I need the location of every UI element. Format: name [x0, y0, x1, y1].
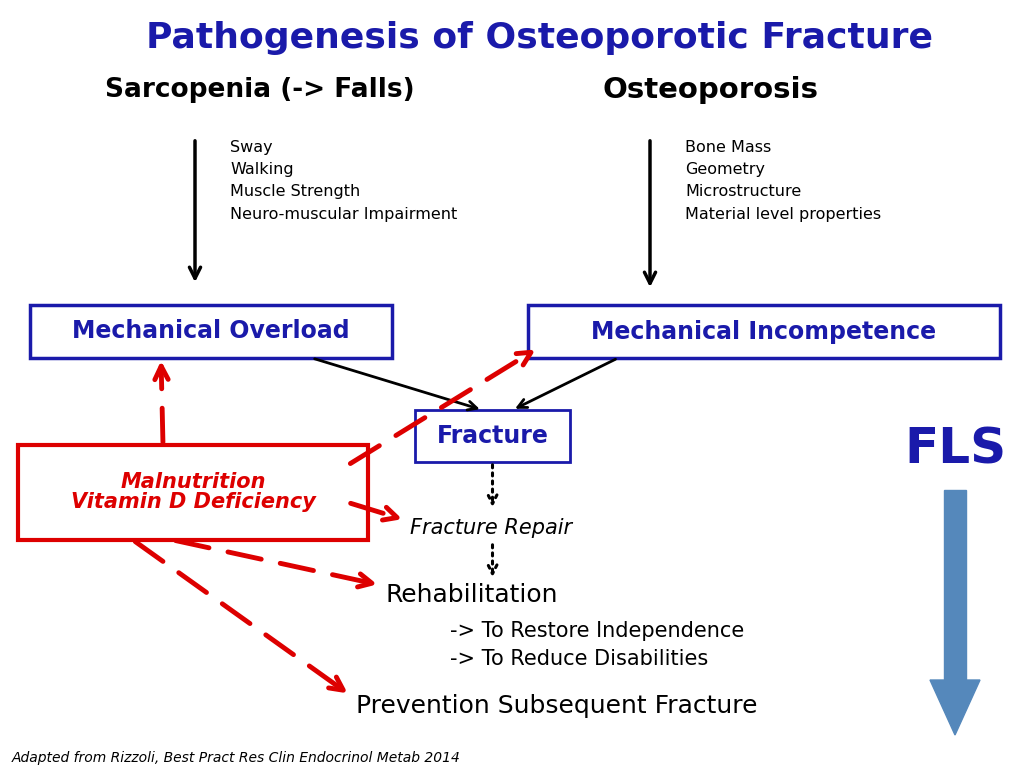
Text: -> To Restore Independence: -> To Restore Independence	[450, 621, 744, 641]
Polygon shape	[930, 680, 980, 735]
Text: Pathogenesis of Osteoporotic Fracture: Pathogenesis of Osteoporotic Fracture	[146, 21, 934, 55]
Bar	[944, 490, 966, 680]
Text: Rehabilitation: Rehabilitation	[385, 583, 557, 607]
Text: Fracture: Fracture	[436, 424, 549, 448]
Text: Bone Mass
Geometry
Microstructure
Material level properties: Bone Mass Geometry Microstructure Materi…	[685, 140, 881, 222]
Text: FLS: FLS	[904, 426, 1006, 474]
Text: Osteoporosis: Osteoporosis	[602, 76, 818, 104]
Text: Adapted from Rizzoli, Best Pract Res Clin Endocrinol Metab 2014: Adapted from Rizzoli, Best Pract Res Cli…	[12, 751, 461, 765]
Text: Prevention Subsequent Fracture: Prevention Subsequent Fracture	[356, 694, 758, 718]
Text: Mechanical Incompetence: Mechanical Incompetence	[592, 319, 937, 343]
Text: Mechanical Overload: Mechanical Overload	[72, 319, 350, 343]
Text: Vitamin D Deficiency: Vitamin D Deficiency	[71, 492, 315, 512]
Text: Fracture Repair: Fracture Repair	[410, 518, 572, 538]
Text: Malnutrition: Malnutrition	[120, 472, 266, 492]
Bar	[18, 445, 368, 540]
Bar	[415, 410, 570, 462]
Text: -> To Reduce Disabilities: -> To Reduce Disabilities	[450, 649, 709, 669]
Text: Sarcopenia (-> Falls): Sarcopenia (-> Falls)	[105, 77, 415, 103]
Text: Sway
Walking
Muscle Strength
Neuro-muscular Impairment: Sway Walking Muscle Strength Neuro-muscu…	[230, 140, 458, 222]
Bar	[528, 305, 1000, 358]
Bar	[30, 305, 392, 358]
